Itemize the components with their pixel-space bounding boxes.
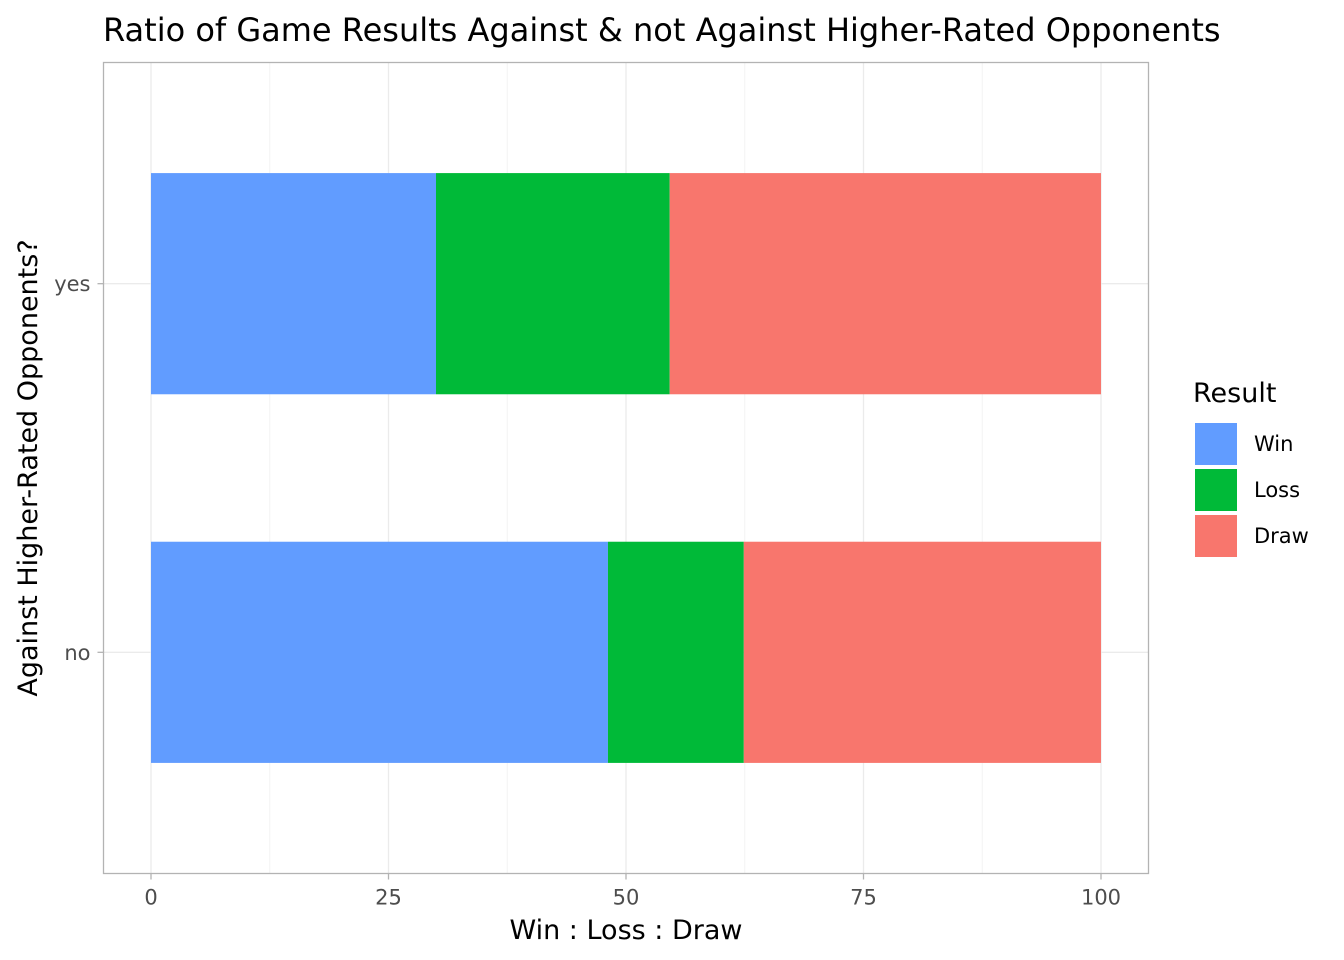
- legend: Result Win Loss Draw: [1193, 378, 1309, 557]
- legend-key-loss: [1195, 469, 1237, 511]
- bar-no-loss: [607, 541, 744, 763]
- bar-no-win: [151, 541, 608, 763]
- x-tick-label: 25: [375, 886, 402, 910]
- x-tick-label: 75: [850, 886, 877, 910]
- y-tick-label-no: no: [64, 641, 90, 665]
- x-axis-title: Win : Loss : Draw: [510, 915, 743, 946]
- bar-yes-loss: [436, 173, 670, 395]
- legend-key-draw: [1195, 515, 1237, 557]
- y-tick-label-yes: yes: [54, 272, 90, 296]
- x-tick-label: 50: [613, 886, 640, 910]
- bar-yes-win: [151, 173, 436, 395]
- x-tick-label: 100: [1081, 886, 1121, 910]
- axes: 0 25 50 75 100 no yes: [54, 272, 1121, 909]
- legend-label-draw: Draw: [1254, 524, 1309, 548]
- legend-label-loss: Loss: [1254, 478, 1300, 502]
- bar-no-draw: [743, 541, 1101, 763]
- y-axis-title: Against Higher-Rated Opponents?: [13, 239, 44, 696]
- bar-yes-draw: [669, 173, 1101, 395]
- legend-key-win: [1195, 423, 1237, 465]
- legend-label-win: Win: [1254, 432, 1293, 456]
- x-tick-label: 0: [144, 886, 157, 910]
- bars: [151, 173, 1101, 763]
- chart-title: Ratio of Game Results Against & not Agai…: [103, 11, 1221, 49]
- legend-title: Result: [1193, 378, 1276, 409]
